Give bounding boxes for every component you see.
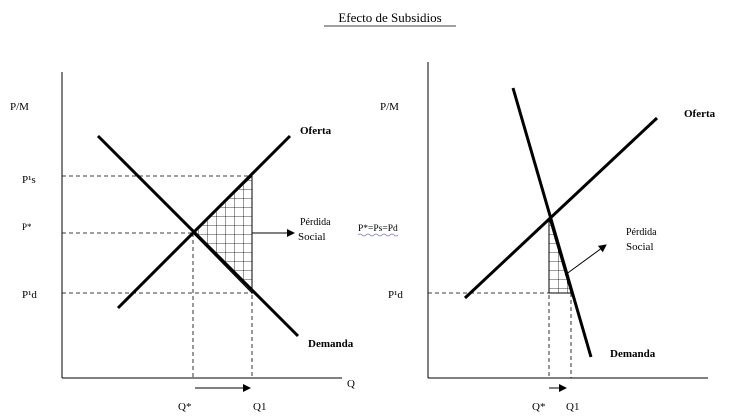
right-q-1: Q1 bbox=[566, 401, 579, 413]
right-supply-label: Oferta bbox=[684, 108, 716, 120]
right-demand-label: Demanda bbox=[610, 348, 656, 360]
left-q-eq: Q* bbox=[178, 401, 191, 413]
right-loss-label-1: Pérdida bbox=[626, 227, 657, 238]
right-loss-label-2: Social bbox=[626, 241, 654, 253]
left-supply-label: Oferta bbox=[300, 125, 332, 137]
left-price-pd: P¹d bbox=[22, 289, 37, 301]
left-demand-line bbox=[96, 134, 300, 338]
right-panel: P/M Oferta Demanda P*=Ps=Pd P¹d Pérdida … bbox=[357, 62, 716, 413]
left-panel: P/M Q Oferta Demanda P¹s P* P¹d Pérdida … bbox=[10, 72, 355, 413]
left-loss-label-1: Pérdida bbox=[300, 217, 331, 228]
right-loss-arrow bbox=[564, 244, 607, 276]
right-price-eq-wavy-underline bbox=[357, 233, 399, 237]
right-price-pd: P¹d bbox=[388, 289, 403, 301]
left-loss-label-2: Social bbox=[298, 231, 326, 243]
left-price-ps: P¹s bbox=[22, 174, 36, 186]
right-q-eq: Q* bbox=[532, 401, 545, 413]
figure-title: Efecto de Subsidios bbox=[338, 10, 441, 25]
right-y-axis-label: P/M bbox=[380, 101, 399, 113]
left-price-eq: P* bbox=[22, 222, 32, 232]
left-deadweight-loss bbox=[192, 174, 253, 295]
right-price-eq: P*=Ps=Pd bbox=[358, 224, 398, 234]
left-x-axis-label: Q bbox=[347, 378, 355, 390]
left-supply-line bbox=[116, 134, 292, 310]
left-y-axis-label: P/M bbox=[10, 101, 29, 113]
right-supply-line bbox=[463, 116, 659, 300]
left-demand-label: Demanda bbox=[308, 338, 354, 350]
left-q-1: Q1 bbox=[253, 401, 266, 413]
right-demand-line bbox=[511, 87, 593, 358]
